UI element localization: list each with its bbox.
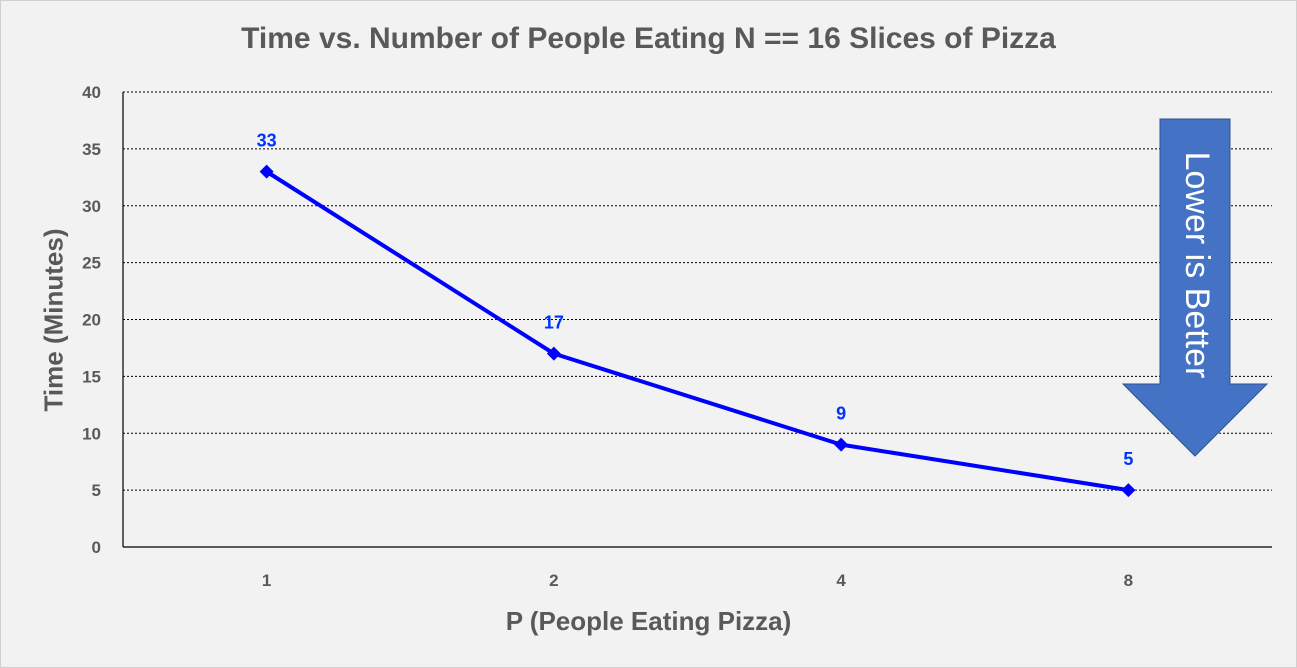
- y-tick-label: 5: [92, 481, 101, 500]
- chart-title: Time vs. Number of People Eating N == 16…: [241, 22, 1056, 55]
- data-label: 5: [1123, 449, 1133, 469]
- data-label: 33: [257, 131, 277, 151]
- data-point: [1121, 483, 1136, 498]
- x-tick-label: 4: [836, 571, 846, 590]
- y-tick-label: 0: [92, 538, 101, 557]
- x-tick-label: 1: [262, 571, 271, 590]
- series-line: [265, 169, 1129, 493]
- y-tick-label: 30: [82, 197, 101, 216]
- data-point: [834, 437, 849, 452]
- data-label: 9: [836, 404, 846, 424]
- y-tick-label: 35: [82, 140, 101, 159]
- lower-is-better-arrow: [1121, 118, 1269, 457]
- y-tick-label: 10: [82, 424, 101, 443]
- y-tick-label: 15: [82, 367, 101, 386]
- data-point: [546, 346, 561, 361]
- x-tick-label: 2: [549, 571, 558, 590]
- y-tick-label: 25: [82, 254, 101, 273]
- x-axis-title: P (People Eating Pizza): [505, 606, 792, 636]
- y-tick-label: 40: [82, 83, 101, 102]
- data-label: 17: [544, 313, 564, 333]
- x-tick-label: 8: [1124, 571, 1133, 590]
- y-tick-label: 20: [82, 311, 101, 330]
- arrow-label: Lower is Better: [1178, 152, 1216, 379]
- data-point: [259, 164, 274, 179]
